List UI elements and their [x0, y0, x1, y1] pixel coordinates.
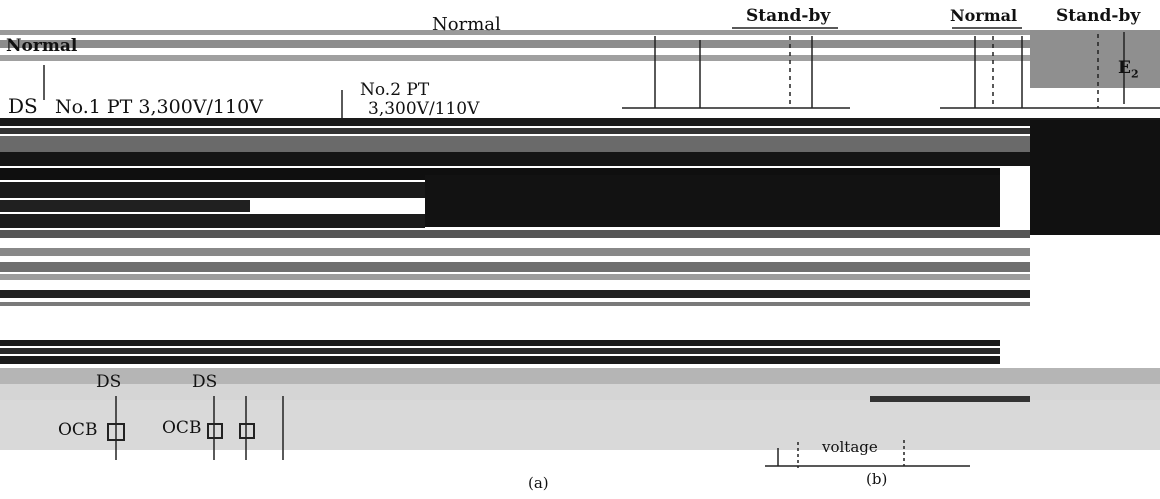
- band-mid-4: [0, 230, 1030, 238]
- band-dark-right: [1030, 120, 1160, 235]
- label-standby-b2: Stand-by: [1056, 6, 1141, 26]
- band-mid-3: [0, 214, 425, 228]
- band-mid-1: [0, 136, 1030, 152]
- label-ds-bottom-1: DS: [96, 372, 122, 392]
- band-gray-8: [0, 302, 1030, 306]
- caption-a: (a): [528, 474, 549, 492]
- label-standby-b: Stand-by: [746, 6, 831, 26]
- e2-subscript: 2: [1130, 67, 1139, 81]
- label-normal-a: Normal: [6, 36, 78, 56]
- label-e2: E2: [1118, 58, 1139, 81]
- band-top-gray-3: [0, 55, 1030, 61]
- band-gray-5: [0, 248, 1030, 256]
- band-dark-10: [0, 356, 1000, 364]
- ocb-box-2: [207, 423, 223, 439]
- label-ocb-2: OCB: [162, 418, 202, 438]
- label-normal-center: Normal: [432, 14, 501, 35]
- band-mid-2: [0, 200, 250, 212]
- caption-b: (b): [866, 470, 888, 488]
- band-dark-2: [0, 128, 1160, 134]
- band-dark-1: [0, 118, 1160, 126]
- label-ds-bottom-2: DS: [192, 372, 218, 392]
- label-pt2-line2: 3,300V/110V: [368, 99, 480, 119]
- band-top-gray-2: [0, 40, 1030, 48]
- band-dark-6: [0, 182, 425, 198]
- band-top-gray: [0, 30, 1160, 35]
- band-gray-6: [0, 262, 1030, 272]
- label-pt2-line1: No.2 PT: [360, 80, 430, 100]
- band-gray-7: [0, 274, 1030, 280]
- ocb-box-1: [107, 423, 125, 441]
- label-normal-b: Normal: [950, 6, 1018, 25]
- band-dark-3: [0, 152, 1030, 166]
- band-dark-5: [425, 175, 1000, 227]
- label-ds-top: DS: [8, 94, 38, 118]
- label-voltage: voltage: [822, 438, 878, 456]
- band-dark-7: [0, 290, 1030, 298]
- label-pt1: No.1 PT 3,300V/110V: [55, 96, 263, 118]
- ocb-box-3: [239, 423, 255, 439]
- band-light-2: [0, 400, 1160, 450]
- band-dark-11: [870, 396, 1030, 402]
- band-right-top-gray: [1030, 30, 1160, 88]
- band-dark-8: [0, 340, 1000, 346]
- band-gray-9: [0, 368, 1160, 384]
- band-dark-9: [0, 348, 1000, 354]
- label-ocb-1: OCB: [58, 420, 98, 440]
